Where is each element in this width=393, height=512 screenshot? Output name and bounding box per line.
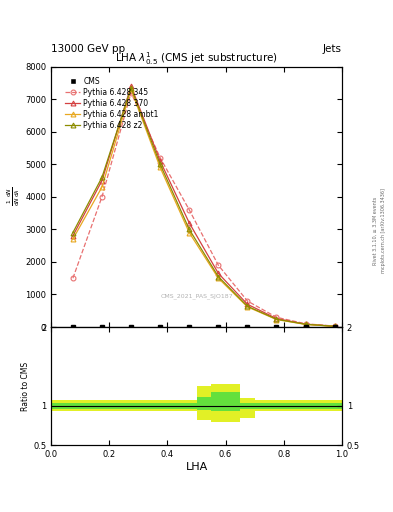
X-axis label: LHA: LHA: [185, 462, 208, 472]
Text: CMS_2021_PAS_SJO187: CMS_2021_PAS_SJO187: [160, 293, 233, 298]
Legend: CMS, Pythia 6.428 345, Pythia 6.428 370, Pythia 6.428 ambt1, Pythia 6.428 z2: CMS, Pythia 6.428 345, Pythia 6.428 370,…: [62, 74, 162, 133]
Text: Rivet 3.1.10, ≥ 3.3M events: Rivet 3.1.10, ≥ 3.3M events: [373, 196, 378, 265]
Text: mcplots.cern.ch [arXiv:1306.3436]: mcplots.cern.ch [arXiv:1306.3436]: [381, 188, 386, 273]
Y-axis label: $\frac{1}{\mathrm{d}N}\frac{\mathrm{d}N}{\mathrm{d}\lambda}$: $\frac{1}{\mathrm{d}N}\frac{\mathrm{d}N}…: [6, 187, 22, 206]
Y-axis label: Ratio to CMS: Ratio to CMS: [21, 361, 30, 411]
Text: 13000 GeV pp: 13000 GeV pp: [51, 44, 125, 54]
Text: Jets: Jets: [323, 44, 342, 54]
Title: LHA $\lambda^{1}_{0.5}$ (CMS jet substructure): LHA $\lambda^{1}_{0.5}$ (CMS jet substru…: [115, 50, 278, 67]
